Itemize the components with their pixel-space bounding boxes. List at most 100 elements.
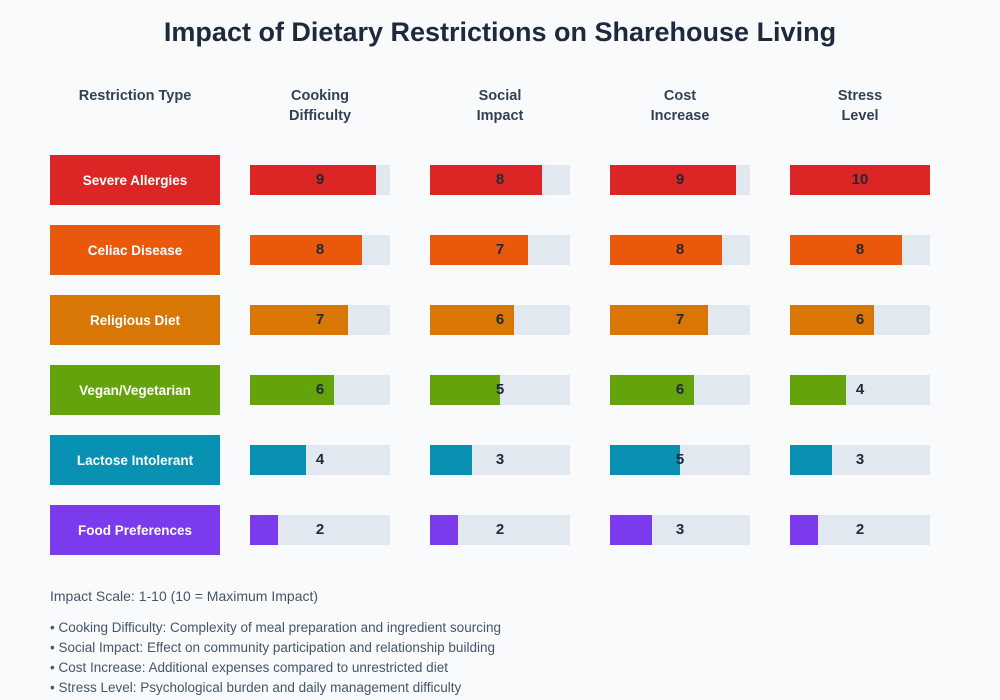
header-line: Difficulty <box>288 108 352 124</box>
bar-value: 7 <box>675 311 685 328</box>
bar-track: 4 <box>250 445 390 475</box>
bar-track: 8 <box>250 235 390 265</box>
bar-fill <box>250 515 278 545</box>
bar-value: 10 <box>851 171 869 188</box>
bar-track: 2 <box>790 515 930 545</box>
chart-row: Religious Diet 7 6 7 6 <box>50 295 1000 345</box>
bar-track: 5 <box>610 445 750 475</box>
chart-row: Celiac Disease 8 7 8 8 <box>50 225 1000 275</box>
bar-value: 2 <box>315 521 325 538</box>
bar-value: 2 <box>855 521 865 538</box>
chart-title: Impact of Dietary Restrictions on Shareh… <box>163 17 837 47</box>
bar-value: 8 <box>855 241 865 258</box>
header-line: Social <box>478 88 522 104</box>
header-line: Stress <box>837 88 883 104</box>
chart-footer: Impact Scale: 1-10 (10 = Maximum Impact)… <box>50 588 1000 698</box>
bar-value: 3 <box>675 521 685 538</box>
bar-value: 3 <box>495 451 505 468</box>
restriction-label: Food Preferences <box>50 505 220 555</box>
chart-row: Vegan/Vegetarian 6 5 6 4 <box>50 365 1000 415</box>
bar-fill <box>250 375 334 405</box>
bar-value: 8 <box>495 171 505 188</box>
legend-bullet: • Cost Increase: Additional expenses com… <box>50 660 448 675</box>
bar-value: 7 <box>495 241 505 258</box>
chart-rows: Severe Allergies 9 8 9 10 Celiac Disease 8 7 8 8 R… <box>0 155 1000 555</box>
bar-fill <box>610 235 722 265</box>
bar-fill <box>430 305 514 335</box>
bar-track: 6 <box>430 305 570 335</box>
chart-row: Lactose Intolerant 4 3 5 3 <box>50 435 1000 485</box>
header-line: Level <box>841 108 879 124</box>
column-header-restriction-type: Restriction Type <box>78 88 192 104</box>
bar-fill <box>430 445 472 475</box>
bar-value: 6 <box>495 311 505 328</box>
bar-fill <box>610 515 652 545</box>
bar-value: 3 <box>855 451 865 468</box>
chart-row: Severe Allergies 9 8 9 10 <box>50 155 1000 205</box>
header-line: Cooking <box>291 88 349 104</box>
bar-track: 8 <box>610 235 750 265</box>
column-header-social-impact: Social Impact <box>430 86 570 126</box>
restriction-label: Severe Allergies <box>50 155 220 205</box>
bar-fill <box>430 235 528 265</box>
bar-track: 7 <box>610 305 750 335</box>
bar-fill <box>790 235 902 265</box>
header-line: Cost <box>663 88 697 104</box>
bar-value: 8 <box>675 241 685 258</box>
bar-fill <box>790 375 846 405</box>
bar-value: 4 <box>315 451 325 468</box>
bar-fill <box>610 165 736 195</box>
bar-fill <box>790 445 832 475</box>
legend-bullet: • Cooking Difficulty: Complexity of meal… <box>50 620 501 635</box>
bar-value: 5 <box>495 381 505 398</box>
restriction-label: Vegan/Vegetarian <box>50 365 220 415</box>
bar-fill <box>430 515 458 545</box>
bar-track: 7 <box>430 235 570 265</box>
bar-fill <box>430 375 500 405</box>
bar-track: 3 <box>430 445 570 475</box>
bar-value: 2 <box>495 521 505 538</box>
column-header-cost-increase: Cost Increase <box>610 86 750 126</box>
bar-fill <box>790 515 818 545</box>
bar-fill <box>610 375 694 405</box>
bar-track: 4 <box>790 375 930 405</box>
legend-bullet: • Stress Level: Psychological burden and… <box>50 680 462 695</box>
bar-value: 9 <box>315 171 325 188</box>
legend-bullet: • Social Impact: Effect on community par… <box>50 640 495 655</box>
bar-track: 9 <box>610 165 750 195</box>
bar-value: 8 <box>315 241 325 258</box>
bar-track: 2 <box>430 515 570 545</box>
column-header-cooking-difficulty: Cooking Difficulty <box>250 86 390 126</box>
header-line: Impact <box>476 108 524 124</box>
bar-fill <box>250 165 376 195</box>
bar-value: 9 <box>675 171 685 188</box>
bar-track: 3 <box>790 445 930 475</box>
bar-fill <box>790 165 930 195</box>
bar-fill <box>250 305 348 335</box>
column-header-stress-level: Stress Level <box>790 86 930 126</box>
bar-fill <box>250 445 306 475</box>
bar-value: 6 <box>675 381 685 398</box>
bar-value: 6 <box>315 381 325 398</box>
chart-row: Food Preferences 2 2 3 2 <box>50 505 1000 555</box>
bar-value: 5 <box>675 451 685 468</box>
bar-track: 10 <box>790 165 930 195</box>
restriction-label: Celiac Disease <box>50 225 220 275</box>
bar-fill <box>250 235 362 265</box>
bar-value: 4 <box>855 381 865 398</box>
bar-value: 6 <box>855 311 865 328</box>
bar-value: 7 <box>315 311 325 328</box>
bar-fill <box>430 165 542 195</box>
column-headers: Restriction Type Cooking Difficulty Soci… <box>50 86 1000 126</box>
bar-track: 2 <box>250 515 390 545</box>
header-line: Increase <box>650 108 710 124</box>
bar-track: 6 <box>610 375 750 405</box>
bar-fill <box>790 305 874 335</box>
bar-track: 8 <box>790 235 930 265</box>
bar-track: 7 <box>250 305 390 335</box>
metric-legend: • Cooking Difficulty: Complexity of meal… <box>50 618 1000 698</box>
bar-track: 3 <box>610 515 750 545</box>
restriction-label: Lactose Intolerant <box>50 435 220 485</box>
bar-track: 9 <box>250 165 390 195</box>
